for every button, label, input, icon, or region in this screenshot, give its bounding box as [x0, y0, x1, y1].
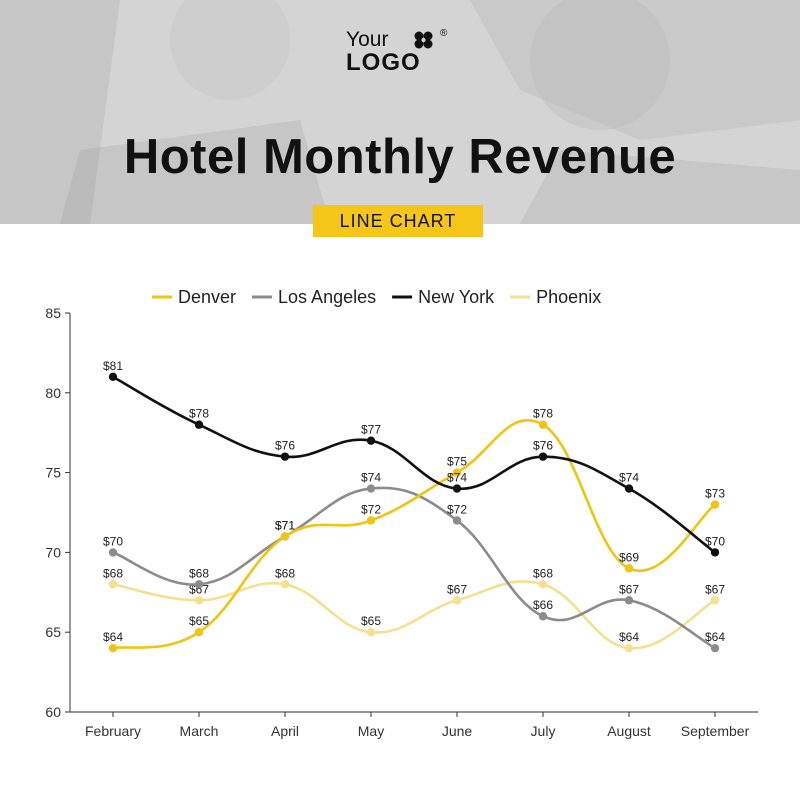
data-point-new-york: [538, 452, 548, 461]
legend-label-los-angeles: Los Angeles: [278, 287, 376, 307]
data-label-los-angeles: $67: [619, 582, 639, 596]
x-tick-label: August: [607, 723, 651, 739]
data-label-phoenix: $67: [705, 582, 725, 596]
page-title: Hotel Monthly Revenue: [123, 130, 677, 184]
data-label-phoenix: $65: [361, 614, 381, 628]
data-point-phoenix: [710, 596, 720, 605]
x-tick-label: April: [271, 723, 299, 739]
data-label-phoenix: $68: [533, 566, 553, 580]
data-label-los-angeles: $74: [361, 471, 381, 485]
data-point-denver: [194, 628, 204, 637]
data-point-phoenix: [108, 580, 118, 589]
data-point-los-angeles: [538, 612, 548, 621]
data-point-new-york: [194, 420, 204, 429]
data-label-new-york: $78: [189, 407, 209, 421]
data-label-denver: $69: [619, 550, 639, 564]
data-point-denver: [280, 532, 290, 541]
x-tick-label: September: [681, 723, 750, 739]
data-label-denver: $64: [103, 630, 123, 644]
data-label-new-york: $77: [361, 423, 381, 437]
series-line-new-york: [112, 375, 716, 554]
legend-label-denver: Denver: [178, 287, 236, 307]
data-label-denver: $78: [533, 407, 553, 421]
data-label-denver: $71: [275, 518, 295, 532]
x-tick-label: February: [85, 723, 141, 739]
data-point-los-angeles: [366, 484, 376, 493]
clover-logo-icon: [414, 31, 433, 49]
data-label-phoenix: $67: [447, 582, 467, 596]
data-label-new-york: $74: [619, 471, 639, 485]
data-label-los-angeles: $72: [447, 502, 467, 516]
data-point-phoenix: [452, 596, 462, 605]
data-label-phoenix: $68: [103, 566, 123, 580]
data-point-new-york: [366, 436, 376, 445]
data-point-phoenix: [538, 580, 548, 589]
data-point-los-angeles: [194, 580, 204, 589]
legend-label-new-york: New York: [418, 287, 495, 307]
x-tick-label: March: [180, 723, 219, 739]
data-point-phoenix: [194, 596, 204, 605]
y-tick-label: 80: [45, 385, 61, 401]
data-label-new-york: $74: [447, 471, 467, 485]
data-label-los-angeles: $66: [533, 598, 553, 612]
data-label-los-angeles: $70: [103, 534, 123, 548]
data-label-los-angeles: $71: [275, 518, 295, 532]
data-label-new-york: $76: [533, 439, 553, 453]
x-tick-label: May: [358, 723, 384, 739]
data-point-los-angeles: [108, 548, 118, 557]
data-point-new-york: [624, 484, 634, 493]
x-tick-label: June: [442, 723, 473, 739]
registered-mark: ®: [440, 28, 448, 39]
series-line-denver: [112, 418, 716, 650]
series-line-phoenix: [112, 580, 716, 650]
data-label-denver: $72: [361, 502, 381, 516]
data-point-phoenix: [366, 628, 376, 637]
data-point-denver: [710, 500, 720, 509]
y-tick-label: 65: [45, 624, 61, 640]
series-line-los-angeles: [112, 486, 716, 650]
data-label-denver: $73: [705, 487, 725, 501]
header-banner: Your ® LOGO Hotel Monthly Revenue: [0, 0, 800, 224]
data-label-denver: $65: [189, 614, 209, 628]
data-point-new-york: [452, 484, 462, 493]
data-point-denver: [452, 468, 462, 477]
data-label-denver: $75: [447, 455, 467, 469]
data-point-los-angeles: [624, 596, 634, 605]
data-label-new-york: $76: [275, 439, 295, 453]
resort-photo-background: [0, 0, 800, 224]
data-point-denver: [108, 643, 118, 653]
data-point-los-angeles: [710, 643, 720, 653]
data-label-los-angeles: $64: [705, 630, 725, 644]
data-label-phoenix: $64: [619, 630, 639, 644]
x-tick-label: July: [531, 723, 556, 739]
data-point-new-york: [710, 548, 720, 557]
brand-logo: Your ® LOGO: [346, 28, 456, 76]
data-label-new-york: $70: [705, 534, 725, 548]
logo-text-logo: LOGO: [346, 49, 421, 76]
y-tick-label: 60: [45, 704, 61, 720]
data-point-denver: [366, 516, 376, 525]
data-point-phoenix: [624, 643, 634, 653]
y-tick-label: 70: [45, 544, 61, 560]
data-point-los-angeles: [452, 516, 462, 525]
data-point-denver: [624, 564, 634, 573]
data-label-los-angeles: $68: [189, 566, 209, 580]
data-point-denver: [538, 420, 548, 429]
y-tick-label: 85: [45, 305, 61, 321]
data-point-phoenix: [280, 580, 290, 589]
legend-label-phoenix: Phoenix: [536, 287, 601, 307]
logo-text-your: Your: [346, 28, 389, 51]
data-label-new-york: $81: [103, 359, 123, 373]
data-point-new-york: [280, 452, 290, 461]
chart-type-badge: LINE CHART: [313, 205, 483, 237]
data-label-phoenix: $68: [275, 566, 295, 580]
y-tick-label: 75: [45, 465, 61, 481]
data-point-new-york: [108, 372, 118, 382]
